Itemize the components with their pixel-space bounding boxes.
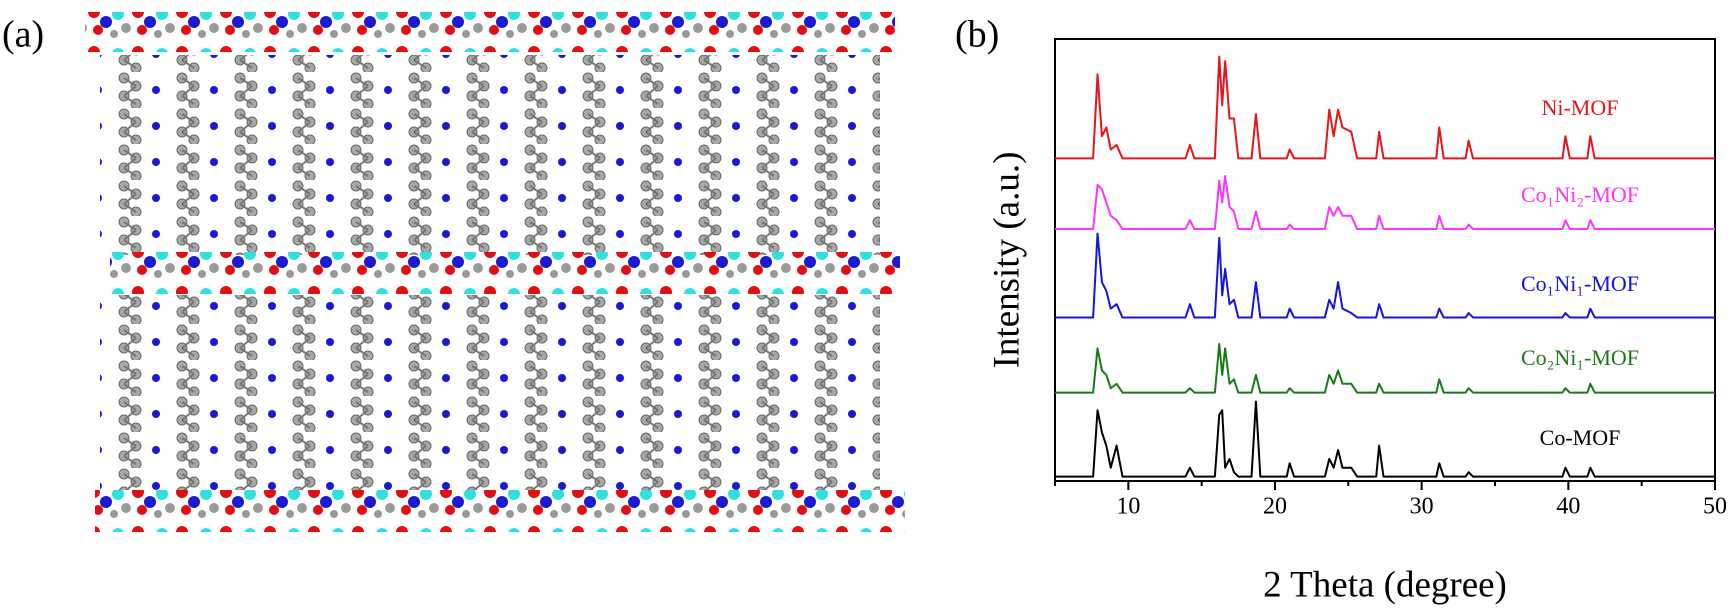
x-tick-label: 40 (1556, 494, 1580, 520)
linker-layer (100, 295, 880, 490)
panel-label: (a) (2, 14, 44, 56)
x-tick-label: 20 (1263, 494, 1287, 520)
series-label: Co₂Ni₁-MOF (1521, 345, 1639, 370)
series-line (1055, 55, 1715, 160)
series-line (1055, 342, 1715, 394)
series-line (1055, 232, 1715, 319)
metal-layer (95, 490, 905, 532)
x-tick-label: 10 (1116, 494, 1140, 520)
x-axis-title: 2 Theta (degree) (1263, 564, 1507, 605)
series-label: Co₁Ni₁-MOF (1521, 271, 1639, 296)
series-label: Ni-MOF (1541, 95, 1618, 120)
series-label: Co₁Ni₂-MOF (1521, 182, 1639, 207)
x-tick-label: 30 (1410, 494, 1434, 520)
plot-frame (1054, 38, 1716, 482)
y-axis-title: Intensity (a.u.) (986, 152, 1027, 369)
panel-label: (b) (955, 14, 999, 56)
x-tick-label: 50 (1703, 494, 1727, 520)
crystal-structure (85, 12, 905, 532)
metal-layer (110, 252, 900, 294)
linker-layer (100, 55, 880, 255)
series-line (1055, 400, 1715, 478)
series-line (1055, 175, 1715, 231)
metal-layer (85, 12, 895, 52)
series-label: Co-MOF (1540, 425, 1621, 450)
